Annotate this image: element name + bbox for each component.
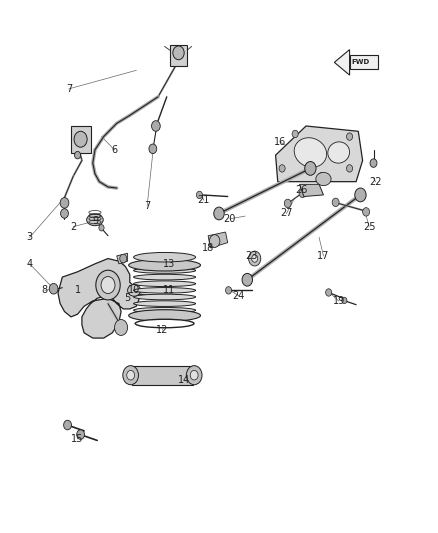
Text: 14: 14 [178, 375, 190, 385]
Circle shape [196, 191, 202, 199]
Circle shape [209, 235, 220, 247]
Circle shape [214, 207, 224, 220]
Circle shape [190, 370, 198, 380]
Ellipse shape [316, 172, 331, 185]
Circle shape [292, 130, 298, 138]
Circle shape [318, 173, 324, 180]
Ellipse shape [87, 214, 103, 225]
Text: 18: 18 [202, 243, 214, 253]
Circle shape [252, 255, 258, 262]
Text: 20: 20 [224, 214, 236, 224]
Circle shape [49, 284, 58, 294]
Circle shape [60, 209, 68, 218]
Circle shape [96, 270, 120, 300]
Polygon shape [300, 184, 323, 197]
Circle shape [346, 165, 353, 172]
Circle shape [342, 297, 347, 304]
Circle shape [249, 251, 261, 266]
Circle shape [74, 151, 81, 159]
Text: 19: 19 [332, 296, 345, 306]
Ellipse shape [129, 310, 201, 321]
Text: 9: 9 [92, 216, 98, 227]
Circle shape [355, 188, 366, 202]
Ellipse shape [294, 138, 327, 167]
Text: 16: 16 [274, 137, 286, 147]
Circle shape [149, 144, 157, 154]
Circle shape [325, 289, 332, 296]
Circle shape [346, 133, 353, 140]
Text: 1: 1 [74, 285, 81, 295]
Circle shape [332, 198, 339, 207]
Circle shape [101, 277, 115, 294]
Circle shape [152, 120, 160, 131]
Circle shape [77, 430, 85, 439]
Circle shape [226, 287, 232, 294]
Circle shape [363, 208, 370, 216]
Ellipse shape [127, 285, 141, 296]
Text: 2: 2 [70, 222, 76, 232]
Text: 22: 22 [369, 176, 382, 187]
Polygon shape [208, 232, 228, 248]
Ellipse shape [328, 142, 350, 163]
Text: 23: 23 [245, 251, 258, 261]
Polygon shape [58, 259, 141, 338]
Ellipse shape [134, 287, 196, 293]
Circle shape [123, 366, 138, 385]
Ellipse shape [134, 308, 196, 313]
Circle shape [60, 198, 69, 208]
Circle shape [370, 159, 377, 167]
Text: 15: 15 [71, 434, 84, 444]
Text: 11: 11 [163, 285, 175, 295]
Ellipse shape [129, 260, 201, 271]
Ellipse shape [134, 301, 196, 306]
Polygon shape [276, 126, 363, 182]
Circle shape [127, 370, 134, 380]
Text: FWD: FWD [351, 59, 370, 66]
Text: 4: 4 [27, 259, 33, 269]
Circle shape [74, 131, 87, 147]
Text: 12: 12 [156, 325, 169, 335]
Polygon shape [71, 126, 91, 152]
Circle shape [242, 273, 253, 286]
Circle shape [64, 420, 71, 430]
Text: 3: 3 [27, 232, 33, 243]
Text: 13: 13 [163, 259, 175, 269]
Circle shape [99, 224, 104, 231]
Circle shape [279, 165, 285, 172]
Circle shape [120, 254, 127, 263]
Ellipse shape [134, 253, 196, 262]
Text: 8: 8 [42, 285, 48, 295]
Polygon shape [117, 253, 127, 264]
Ellipse shape [134, 294, 196, 300]
Polygon shape [350, 55, 378, 69]
Text: 17: 17 [317, 251, 330, 261]
Polygon shape [132, 366, 193, 385]
Circle shape [299, 189, 306, 198]
Text: 5: 5 [124, 293, 131, 303]
Circle shape [284, 199, 291, 208]
Polygon shape [170, 45, 187, 66]
Text: 24: 24 [233, 290, 245, 301]
Text: 7: 7 [144, 200, 150, 211]
Circle shape [186, 366, 202, 385]
Text: 6: 6 [112, 145, 118, 155]
Polygon shape [334, 50, 350, 75]
Text: 7: 7 [66, 84, 72, 94]
Text: 10: 10 [128, 285, 140, 295]
Text: 27: 27 [280, 208, 293, 219]
Ellipse shape [134, 274, 196, 280]
Text: 26: 26 [296, 184, 308, 195]
Circle shape [305, 161, 316, 175]
Ellipse shape [134, 268, 196, 273]
Ellipse shape [135, 319, 194, 328]
Circle shape [115, 319, 127, 335]
Text: 21: 21 [198, 195, 210, 205]
Circle shape [173, 46, 184, 60]
Text: 25: 25 [363, 222, 375, 232]
Ellipse shape [134, 281, 196, 287]
